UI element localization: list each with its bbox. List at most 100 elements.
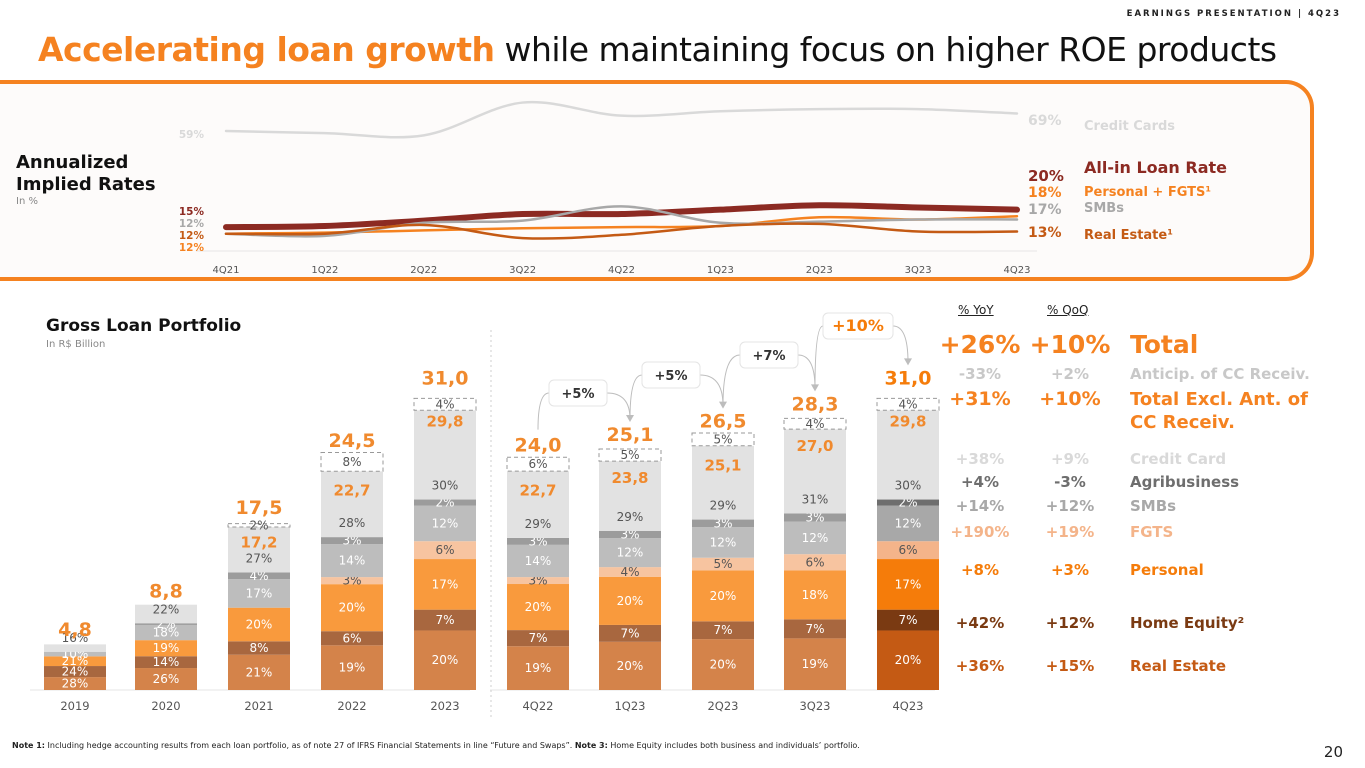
segment-label: 6% [898, 543, 917, 557]
rates-subtitle: In % [16, 196, 38, 207]
total-label: 24,5 [329, 430, 376, 452]
segment-home-equity [599, 624, 661, 642]
segment-label: 6% [528, 457, 547, 471]
segment-smbs [877, 505, 939, 542]
legend-label: SMBs [1084, 201, 1124, 216]
segment-agribusiness [414, 499, 476, 506]
callout-box [822, 312, 894, 340]
qoq-value: +3% [1050, 561, 1090, 579]
segment-label: 20% [432, 653, 459, 667]
portfolio-subtitle: In R$ Billion [46, 339, 106, 350]
end-value-label: 18% [1028, 185, 1062, 201]
total-label: 31,0 [885, 367, 932, 389]
segment-real-estate [135, 668, 197, 690]
callout-connector [814, 325, 824, 389]
qoq-header: % QoQ [1047, 303, 1089, 317]
segment-label: 19% [339, 661, 366, 675]
x-tick-label: 2020 [151, 699, 180, 713]
segment-personal [228, 607, 290, 642]
row-label: Agribusiness [1130, 473, 1240, 491]
yoy-value: +26% [939, 330, 1021, 359]
x-tick-label: 2021 [244, 699, 273, 713]
segment-real-estate [414, 630, 476, 690]
title-highlight: Accelerating loan growth [38, 30, 495, 69]
total-label: 24,0 [515, 435, 562, 457]
segment-agribusiness [692, 519, 754, 528]
segment-anticipation [691, 432, 755, 447]
segment-label: 4% [620, 565, 639, 579]
segment-home-equity [784, 619, 846, 639]
segment-personal [877, 559, 939, 610]
segment-label: 18% [153, 626, 180, 640]
segment-fgts [414, 541, 476, 560]
yoy-header: % YoY [958, 303, 994, 317]
qoq-value: -3% [1054, 473, 1086, 491]
row-label: FGTS [1130, 523, 1174, 541]
segment-home-equity [44, 666, 106, 678]
qoq-value: +15% [1045, 657, 1095, 675]
note3-text: Home Equity includes both business and i… [607, 741, 860, 750]
yoy-value: +14% [955, 497, 1005, 515]
x-tick-label: 2022 [337, 699, 366, 713]
callout-arrow [892, 325, 909, 363]
excl-anticipation-label: 22,7 [333, 482, 370, 500]
callout-box [641, 361, 701, 389]
x-tick-label: 1Q23 [707, 265, 734, 274]
total-label: 17,5 [236, 497, 283, 519]
segment-label: 19% [802, 657, 829, 671]
start-value-label: 12% [179, 218, 205, 230]
segment-home-equity [692, 621, 754, 640]
segment-credit-card [414, 410, 476, 500]
segment-label: 17% [246, 586, 273, 600]
callout-connector [537, 392, 550, 430]
total-label: 25,1 [607, 424, 654, 446]
excl-anticipation-label: 17,2 [240, 533, 277, 551]
segment-label: 20% [710, 658, 737, 672]
series-line [223, 202, 1020, 231]
segment-agribusiness [784, 513, 846, 522]
segment-label: 20% [617, 594, 644, 608]
end-value-label: 69% [1028, 113, 1062, 129]
page-number: 20 [1323, 743, 1343, 761]
segment-real-estate [321, 645, 383, 690]
note3-label: Note 3: [574, 741, 608, 750]
series-line [224, 100, 1019, 139]
segment-personal [692, 570, 754, 622]
segment-agribusiness [507, 537, 569, 545]
segment-smbs [135, 624, 197, 641]
segment-label: 3% [342, 534, 361, 548]
segment-fgts [877, 541, 939, 560]
segment-label: 24% [62, 665, 89, 679]
segment-personal [44, 656, 106, 667]
segment-label: 17% [895, 577, 922, 591]
x-tick-label: 4Q23 [1004, 265, 1031, 274]
segment-fgts [692, 557, 754, 571]
legend-label: Personal + FGTS¹ [1084, 185, 1211, 200]
legend-label: Credit Cards [1084, 119, 1175, 134]
segment-label: 7% [528, 631, 547, 645]
segment-anticipation [320, 451, 384, 472]
total-label: 4,8 [58, 619, 92, 641]
segment-label: 3% [620, 528, 639, 542]
presentation-tag: EARNINGS PRESENTATION | 4Q23 [1126, 9, 1341, 19]
segment-credit-card [135, 604, 197, 624]
portfolio-title: Gross Loan Portfolio [46, 316, 242, 336]
segment-label: 7% [805, 622, 824, 636]
segment-label: 20% [895, 653, 922, 667]
x-tick-label: 4Q22 [608, 265, 635, 274]
segment-personal [414, 559, 476, 610]
row-label: Total [1130, 330, 1199, 359]
qoq-callout-label: +5% [655, 369, 688, 384]
segment-label: 4% [898, 397, 917, 411]
segment-smbs [414, 505, 476, 542]
segment-label: 5% [713, 557, 732, 571]
segment-label: 28% [339, 516, 366, 530]
x-tick-label: 4Q23 [892, 699, 923, 713]
segment-label: 29% [525, 517, 552, 531]
segment-label: 4% [805, 417, 824, 431]
segment-label: 5% [620, 448, 639, 462]
qoq-value: +19% [1045, 523, 1095, 541]
callout-box [739, 341, 799, 369]
segment-label: 3% [713, 516, 732, 530]
segment-label: 27% [246, 551, 273, 565]
